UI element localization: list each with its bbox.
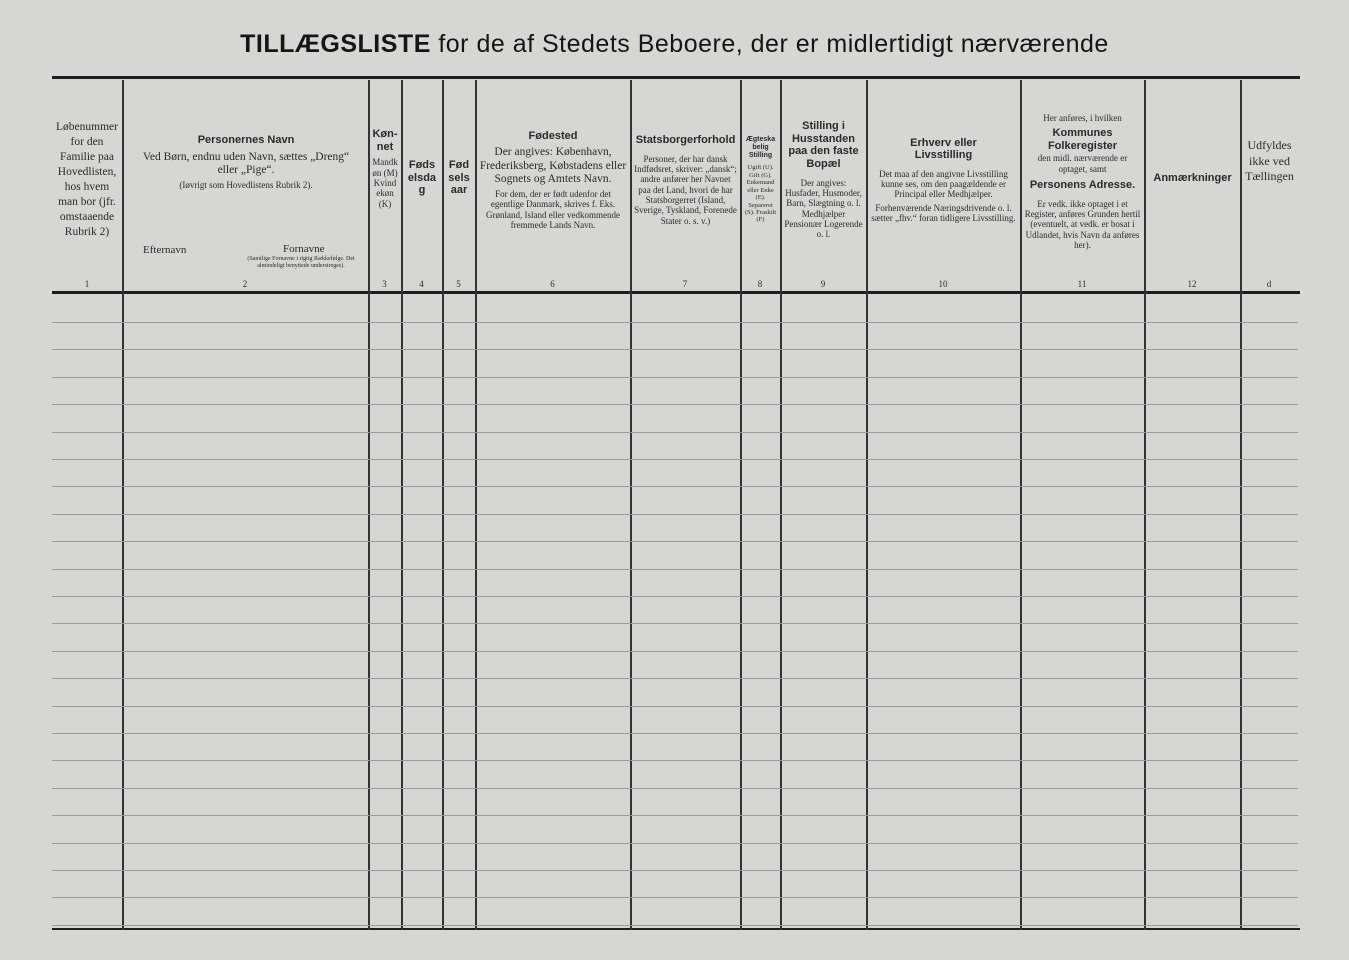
- column-divider: [630, 80, 632, 930]
- entry-row-line: [52, 843, 1298, 844]
- entry-row-line: [52, 432, 1298, 433]
- entry-row-line: [52, 760, 1298, 761]
- entry-row-line: [52, 623, 1298, 624]
- column-divider: [1240, 80, 1242, 930]
- column-number: 1: [84, 279, 90, 289]
- col-6-header: Fødested Der angives: København, Frederi…: [479, 129, 627, 230]
- entry-row-line: [52, 706, 1298, 707]
- entry-row-line: [52, 322, 1298, 323]
- entry-row-line: [52, 815, 1298, 816]
- entry-row-line: [52, 514, 1298, 515]
- column-number: d: [1266, 279, 1272, 289]
- column-number: 6: [550, 279, 555, 289]
- column-divider: [122, 80, 124, 930]
- entry-row-line: [52, 897, 1298, 898]
- column-divider: [1144, 80, 1146, 930]
- column-number: 5: [456, 279, 461, 289]
- col-3-header: Køn-net Mandkøn (M) Kvindekøn (K): [372, 128, 398, 209]
- col-1-header: Løbenummer for den Familie paa Hovedlist…: [56, 121, 118, 238]
- entry-row-line: [52, 569, 1298, 570]
- form-title: TILLÆGSLISTE for de af Stedets Beboere, …: [240, 30, 1109, 58]
- column-divider: [740, 80, 742, 930]
- col-4-header: Fødselsdag: [407, 159, 437, 197]
- column-number: 11: [1077, 279, 1087, 289]
- col-8-header: Ægteskabelig Stilling Ugift (U). Gift (G…: [744, 136, 777, 224]
- column-divider: [442, 80, 444, 930]
- column-number: 3: [382, 279, 387, 289]
- entry-row-line: [52, 596, 1298, 597]
- entry-row-line: [52, 486, 1298, 487]
- column-divider: [780, 80, 782, 930]
- col-7-header: Statsborgerforhold Personer, der har dan…: [634, 133, 737, 226]
- bottom-rule: [52, 928, 1300, 930]
- entry-row-line: [52, 678, 1298, 679]
- entry-row-line: [52, 459, 1298, 460]
- column-number: 4: [419, 279, 424, 289]
- column-divider: [401, 80, 403, 930]
- entry-row-line: [52, 651, 1298, 652]
- entry-row-line: [52, 377, 1298, 378]
- col-2-header: Personernes Navn Ved Børn, endnu uden Na…: [142, 134, 350, 191]
- fornavne-label: Fornavne: [283, 243, 325, 255]
- efternavn-label: Efternavn: [143, 244, 187, 256]
- column-number: 2: [242, 279, 248, 289]
- column-divider: [1020, 80, 1022, 930]
- entry-row-line: [52, 541, 1298, 542]
- top-rule: [52, 76, 1300, 79]
- entry-row-line: [52, 349, 1298, 350]
- entry-row-line: [52, 870, 1298, 871]
- column-number: 9: [820, 279, 826, 289]
- column-number: 8: [757, 279, 763, 289]
- column-divider: [866, 80, 868, 930]
- entry-row-line: [52, 925, 1298, 926]
- column-divider: [368, 80, 370, 930]
- col-11-header: Her anføres, i hvilken Kommunes Folkereg…: [1024, 112, 1141, 250]
- column-number: 10: [938, 279, 948, 289]
- col-10-header: Erhverv eller Livsstilling Det maa af de…: [871, 136, 1016, 224]
- entry-row-line: [52, 788, 1298, 789]
- column-number: 7: [682, 279, 688, 289]
- header-bottom-rule: [52, 291, 1300, 294]
- col-5-header: Fødselsaar: [448, 159, 470, 197]
- fornavne-note: (Samtlige Fornavne i rigtig Rækkefølge. …: [247, 256, 355, 269]
- entry-row-line: [52, 733, 1298, 734]
- col-d-header: Udfyldes ikke ved Tællingen: [1245, 138, 1294, 184]
- col-9-header: Stilling i Husstanden paa den faste Bopæ…: [784, 120, 863, 240]
- col-12-header: Anmærkninger: [1153, 171, 1232, 184]
- column-divider: [475, 80, 477, 930]
- entry-row-line: [52, 404, 1298, 405]
- column-number: 12: [1187, 279, 1197, 289]
